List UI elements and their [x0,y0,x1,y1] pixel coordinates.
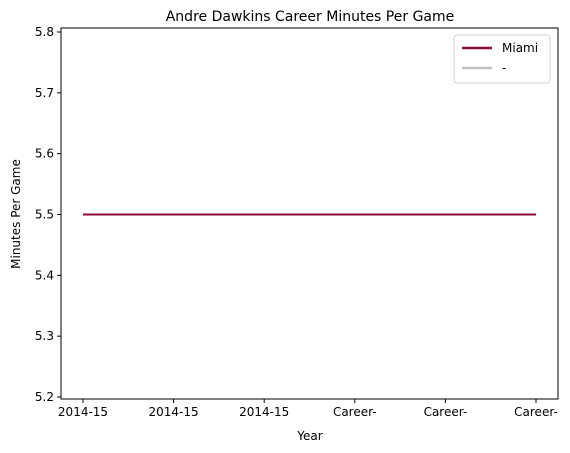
x-axis: 2014-15 2014-15 2014-15 Career- Career- Caree… [58,399,558,419]
y-tick-label: 5.5 [35,208,54,222]
x-tick-label: 2014-15 [239,405,289,419]
plot-frame [60,27,559,400]
y-tick-label: 5.3 [35,329,54,343]
x-tick-label: 2014-15 [149,405,199,419]
legend: Miami - [453,34,551,84]
y-tick-label: 5.6 [35,147,54,161]
y-tick-label: 5.8 [35,25,54,39]
chart-title: Andre Dawkins Career Minutes Per Game [166,9,455,25]
x-axis-label: Year [296,429,322,443]
plot-area [60,27,559,400]
x-tick-label: Career- [333,405,377,419]
y-tick-label: 5.2 [35,390,54,404]
y-tick-label: 5.7 [35,86,54,100]
y-axis-label: Minutes Per Game [9,159,23,269]
x-tick-label: 2014-15 [58,405,108,419]
legend-entry-label: - [502,61,506,75]
x-tick-label: Career- [424,405,468,419]
legend-entry-label: Miami [502,41,538,55]
x-tick-label: Career- [514,405,558,419]
y-tick-label: 5.4 [35,268,54,282]
y-axis: 5.2 5.3 5.4 5.5 5.6 5.7 5.8 [35,25,61,404]
